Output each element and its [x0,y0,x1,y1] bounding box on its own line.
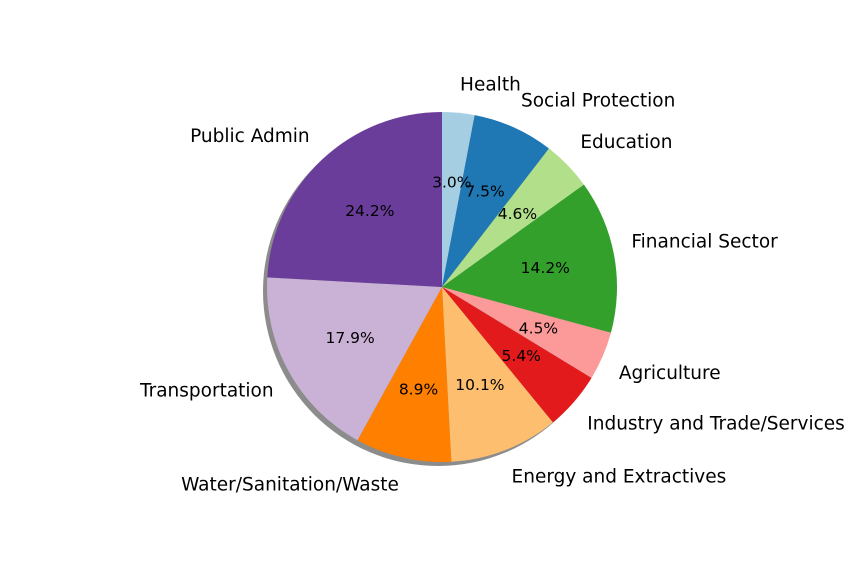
slice-label-industry-and-trade-services: Industry and Trade/Services [587,413,845,434]
percent-label-public-admin: 24.2% [345,202,394,220]
slice-label-public-admin: Public Admin [190,126,310,147]
slice-transportation [266,277,442,441]
percent-label-industry-and-trade-services: 5.4% [502,347,541,365]
percent-label-social-protection: 7.5% [465,182,504,200]
slice-energy-and-extractives [442,287,553,462]
slice-industry-and-trade-services [442,287,592,423]
percent-label-agriculture: 4.5% [519,319,558,337]
slice-health [442,112,475,287]
percent-labels: 3.0%7.5% 4.6% 14.2% 4.5% 5.4% 10.1% 8.9% 17.9% 2… [326,173,570,398]
percent-label-water-sanitation-waste: 8.9% [399,380,438,398]
slice-label-health: Health [460,74,521,95]
slice-education [442,148,584,287]
percent-label-education: 4.6% [498,205,537,223]
slice-financial-sector [442,184,618,333]
slice-label-agriculture: Agriculture [619,363,721,384]
pie-slices [266,112,618,462]
percent-label-financial-sector: 14.2% [521,259,570,277]
slice-social-protection [442,115,549,287]
slice-label-energy-and-extractives: Energy and Extractives [512,467,727,488]
percent-label-transportation: 17.9% [326,329,375,347]
slice-label-social-protection: Social Protection [521,90,675,111]
slice-label-education: Education [580,132,672,153]
slice-label-water-sanitation-waste: Water/Sanitation/Waste [181,475,399,496]
slice-agriculture [442,287,611,378]
percent-label-energy-and-extractives: 10.1% [455,376,504,394]
percent-label-health: 3.0% [432,173,471,191]
slice-label-financial-sector: Financial Sector [631,232,778,253]
slice-public-admin [267,112,442,287]
slice-label-transportation: Transportation [139,380,274,401]
slice-water-sanitation-waste [357,287,452,462]
